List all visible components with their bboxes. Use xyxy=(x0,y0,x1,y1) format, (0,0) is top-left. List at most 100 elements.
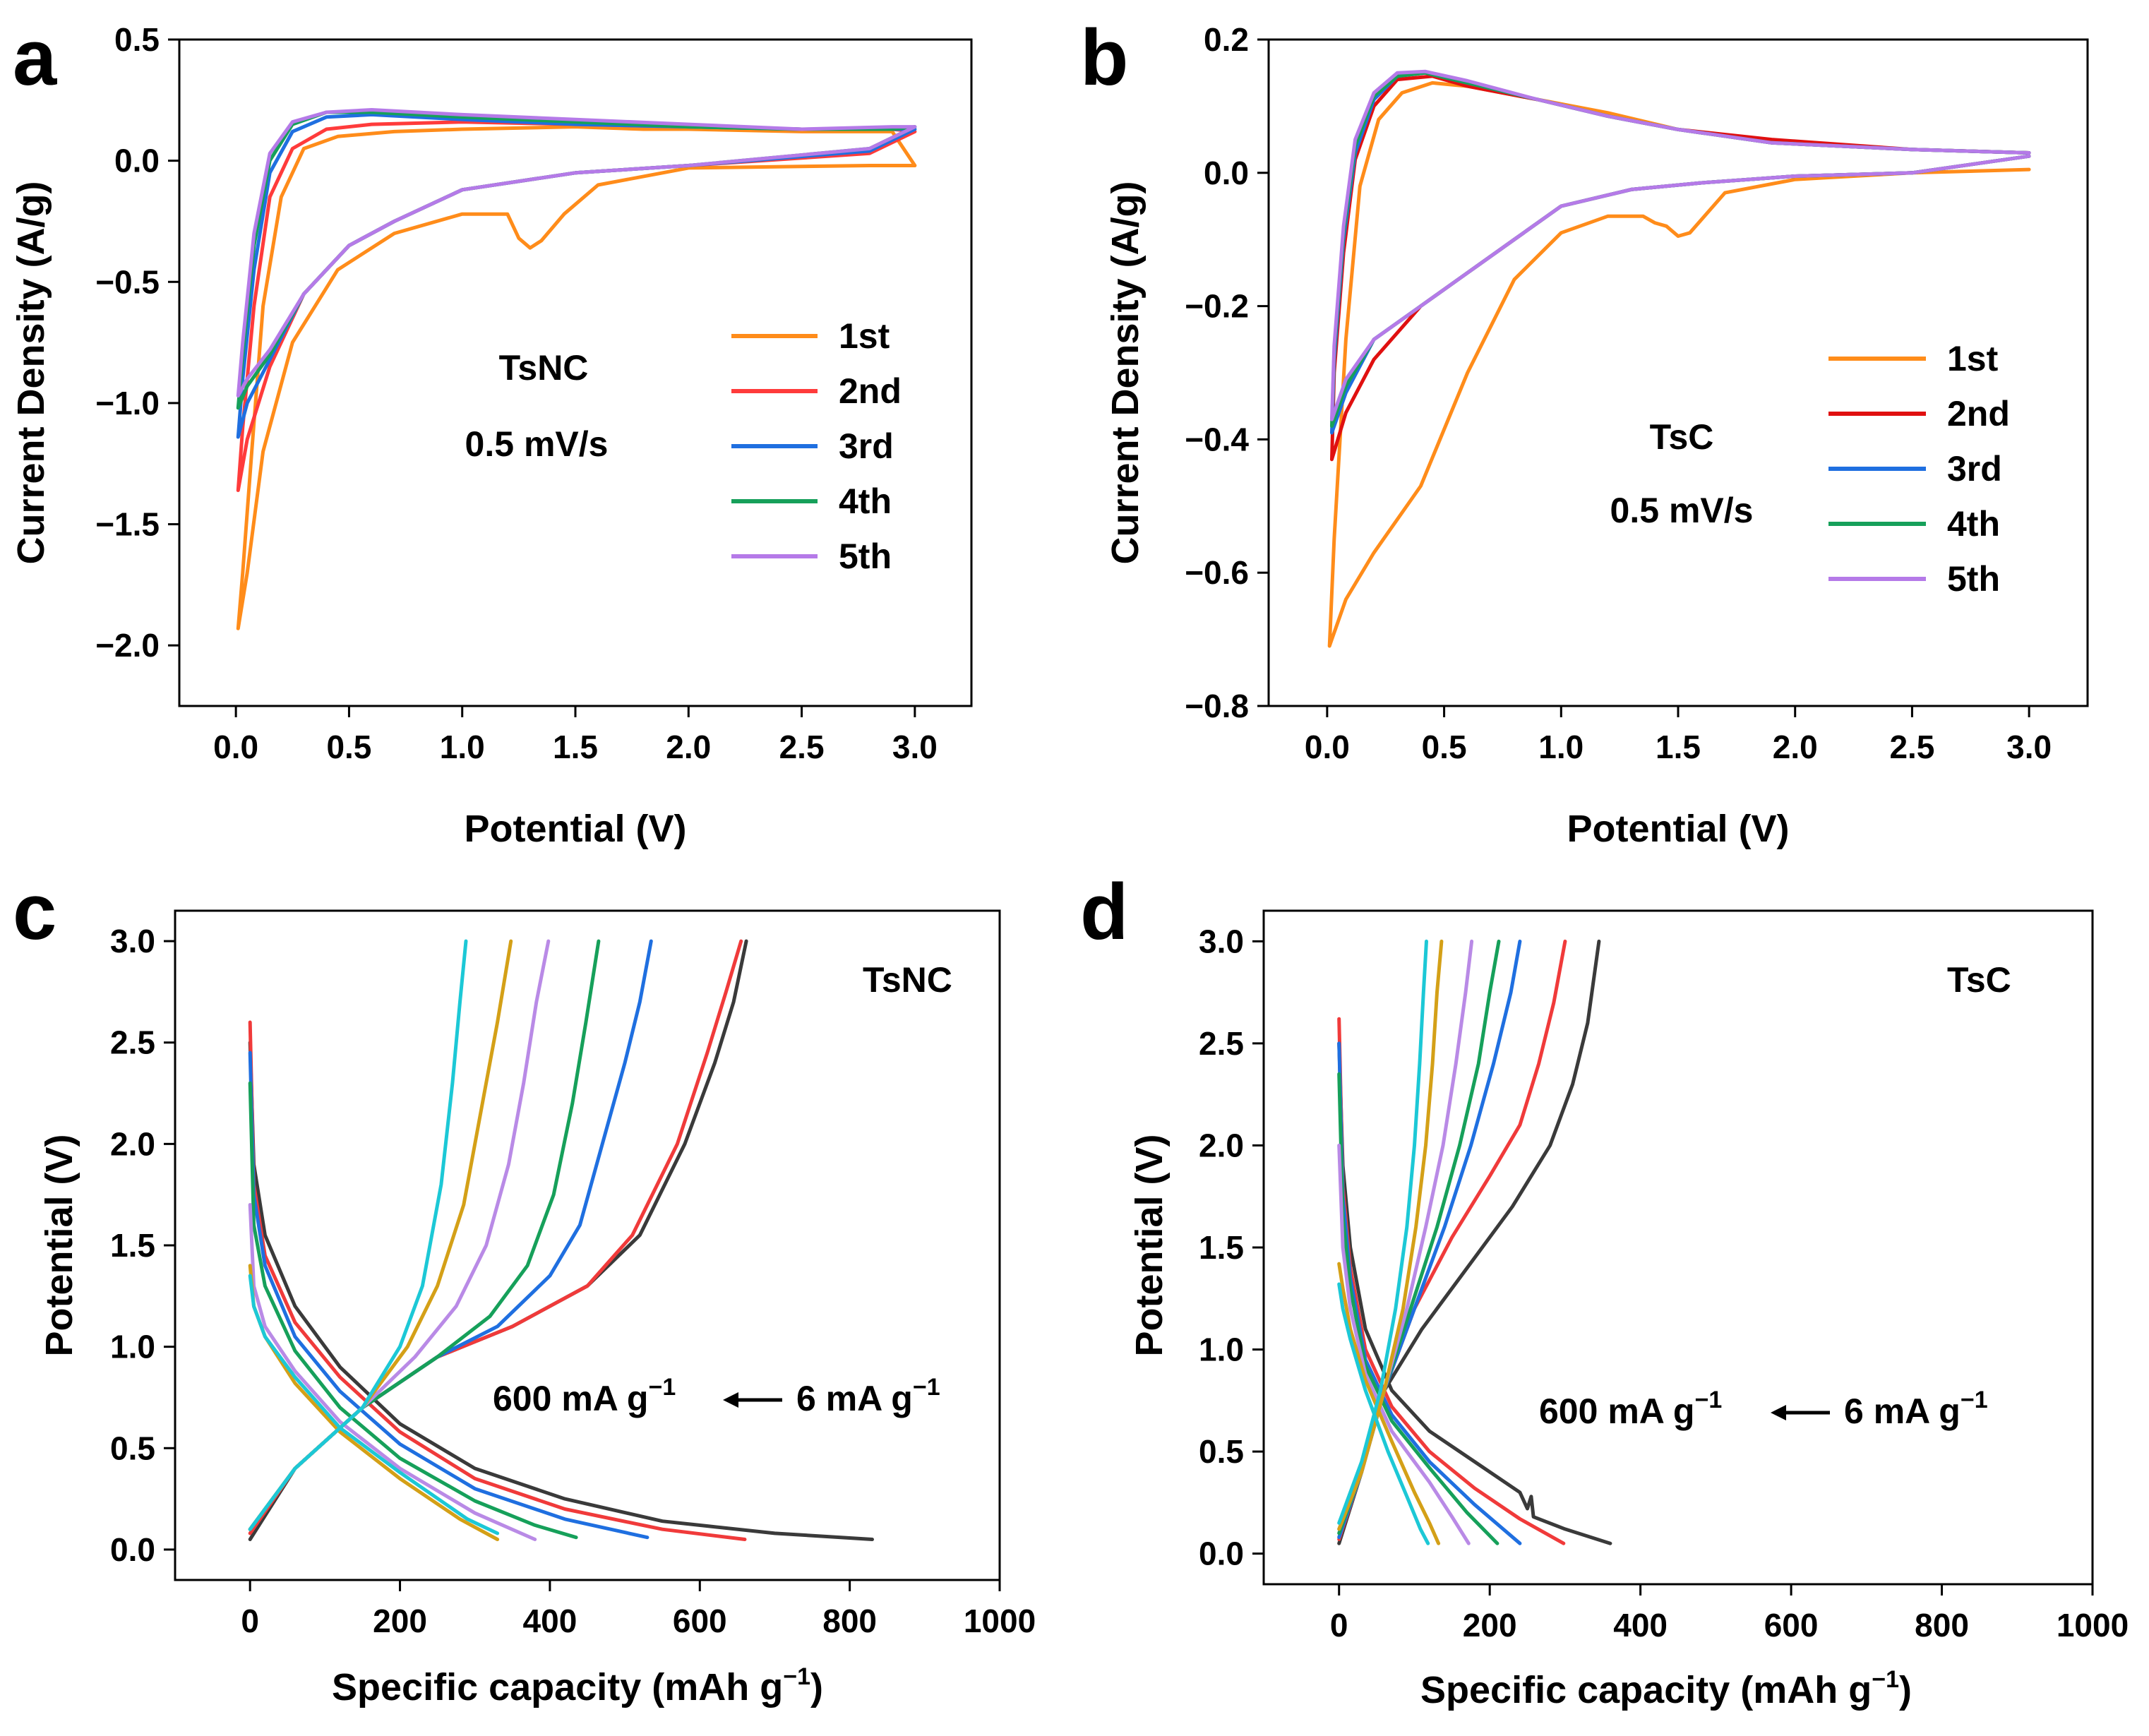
y-tick-label: 2.5 xyxy=(1199,1025,1244,1062)
legend-label: 2nd xyxy=(839,371,902,411)
x-axis-ticks: 0.0 0.5 1.0 1.5 2.0 2.5 3.0 xyxy=(1305,706,2052,765)
y-tick-label: −0.2 xyxy=(1185,288,1249,325)
y-tick-label: 0.2 xyxy=(1204,21,1249,58)
cv-curve-1st xyxy=(1327,80,2031,648)
y-axis-ticks: 0.0 0.5 1.0 1.5 2.0 2.5 3.0 xyxy=(1199,923,1264,1572)
y-tick-label: 1.0 xyxy=(1199,1331,1244,1368)
sample-label: TsNC xyxy=(863,960,952,1000)
sample-label: TsNC xyxy=(499,348,589,388)
x-tick-label: 2.5 xyxy=(1889,729,1934,765)
y-tick-label: −1.5 xyxy=(95,506,160,543)
legend: 1st 2nd 3rd 4th 5th xyxy=(731,316,902,576)
y-tick-label: 1.5 xyxy=(1199,1229,1244,1266)
legend-label: 3rd xyxy=(839,426,894,466)
charge-curve-30-ma-g-1 xyxy=(248,939,653,1531)
arrow-left-icon xyxy=(1771,1405,1786,1420)
cv-curve-4th xyxy=(1330,71,2031,428)
discharge-curve-6-ma-g-1 xyxy=(1337,1041,1612,1545)
y-tick-label: 0.0 xyxy=(114,143,160,179)
x-tick-label: 1.0 xyxy=(1538,729,1584,765)
arrow-left-icon xyxy=(723,1392,738,1408)
rate-annotation: 600 mA g−1 6 mA g−1 xyxy=(1539,1387,1988,1431)
sample-label: TsC xyxy=(1947,960,2011,1000)
y-tick-label: −0.6 xyxy=(1185,554,1249,591)
series-layer xyxy=(236,108,917,630)
panel-b: b 0.0 0.5 1.0 1.5 2.0 2.5 3.0 −0.8 −0.6 −0.4 −0.2… xyxy=(1080,13,2089,850)
y-tick-label: 1.0 xyxy=(110,1329,155,1365)
charge-curve-6-ma-g-1 xyxy=(248,939,748,1541)
charge-curve-600-ma-g-1 xyxy=(1337,939,1428,1525)
rate-annotation: 600 mA g−1 6 mA g−1 xyxy=(493,1374,940,1418)
rate-high-label: 600 mA g−1 xyxy=(1539,1387,1722,1431)
x-axis-title: Specific capacity (mAh g−1) xyxy=(1420,1666,1912,1711)
legend-label: 1st xyxy=(1947,339,1999,378)
rate-high-label: 600 mA g−1 xyxy=(493,1374,676,1418)
legend-label: 3rd xyxy=(1947,449,2002,489)
charge-curve-60-ma-g-1 xyxy=(1337,939,1501,1536)
x-tick-label: 200 xyxy=(1463,1607,1517,1644)
x-tick-label: 1.0 xyxy=(440,729,485,765)
discharge-curve-6-ma-g-1 xyxy=(248,1041,874,1541)
charge-curve-60-ma-g-1 xyxy=(248,939,601,1531)
cv-curve-5th xyxy=(1330,69,2031,421)
cv-curve-2nd xyxy=(1330,74,2031,462)
discharge-curve-60-ma-g-1 xyxy=(248,1081,578,1540)
discharge-curve-120-ma-g-1 xyxy=(248,1203,537,1541)
y-tick-label: −1.0 xyxy=(95,385,160,421)
x-tick-label: 1000 xyxy=(2057,1607,2129,1644)
y-tick-label: −0.4 xyxy=(1185,421,1249,457)
x-tick-label: 200 xyxy=(373,1603,427,1639)
y-axis-ticks: 0.0 0.5 1.0 1.5 2.0 2.5 3.0 xyxy=(110,923,175,1568)
legend-label: 4th xyxy=(1947,504,2000,544)
legend-label: 5th xyxy=(1947,559,2000,599)
series-layer xyxy=(1337,939,1612,1545)
x-tick-label: 2.0 xyxy=(1773,729,1818,765)
sample-label: TsC xyxy=(1650,417,1714,457)
rate-low-label: 6 mA g−1 xyxy=(1844,1387,1988,1431)
y-axis-ticks: −2.0 −1.5 −1.0 −0.5 0.0 0.5 xyxy=(95,21,179,664)
scan-rate-label: 0.5 mV/s xyxy=(465,424,609,464)
legend-label: 2nd xyxy=(1947,394,2010,433)
y-tick-label: 0.0 xyxy=(1199,1536,1244,1572)
y-tick-label: 3.0 xyxy=(1199,923,1244,959)
x-tick-label: 0.0 xyxy=(213,729,258,765)
legend-label: 5th xyxy=(839,537,892,576)
cv-curve-1st xyxy=(236,125,917,630)
x-tick-label: 1.5 xyxy=(553,729,598,765)
panel-letter-a: a xyxy=(13,13,57,102)
y-tick-label: −2.0 xyxy=(95,627,160,664)
x-tick-label: 400 xyxy=(1613,1607,1668,1644)
cv-curve-3rd xyxy=(1330,71,2031,435)
y-tick-label: 0.0 xyxy=(110,1531,155,1568)
x-tick-label: 3.0 xyxy=(2006,729,2052,765)
y-tick-label: 2.0 xyxy=(110,1125,155,1162)
panel-c: c 0 200 400 600 800 1000 0.0 0.5 1.0 1.5 2.0 2.5 3.… xyxy=(13,868,1036,1708)
x-tick-label: 600 xyxy=(1764,1607,1819,1644)
x-tick-label: 2.5 xyxy=(779,729,825,765)
y-axis-title: Current Density (A/g) xyxy=(10,181,52,564)
x-tick-label: 0 xyxy=(241,1603,259,1639)
y-tick-label: 3.0 xyxy=(110,923,155,959)
y-tick-label: 2.5 xyxy=(110,1024,155,1061)
x-tick-label: 1.5 xyxy=(1656,729,1701,765)
x-tick-label: 0 xyxy=(1330,1607,1348,1644)
y-axis-title: Current Density (A/g) xyxy=(1104,181,1147,564)
y-tick-label: 0.5 xyxy=(1199,1433,1244,1470)
legend: 1st 2nd 3rd 4th 5th xyxy=(1828,339,2010,599)
y-tick-label: 1.5 xyxy=(110,1227,155,1264)
y-tick-label: −0.5 xyxy=(95,263,160,300)
charge-curve-600-ma-g-1 xyxy=(248,939,468,1531)
panel-letter-c: c xyxy=(13,868,56,956)
discharge-curve-600-ma-g-1 xyxy=(248,1274,500,1536)
y-tick-label: 0.5 xyxy=(110,1430,155,1466)
plot-frame xyxy=(1262,909,2094,1586)
x-tick-label: 0.5 xyxy=(1422,729,1467,765)
x-tick-label: 800 xyxy=(822,1603,877,1639)
x-tick-label: 3.0 xyxy=(892,729,938,765)
x-tick-label: 400 xyxy=(523,1603,577,1639)
panel-letter-d: d xyxy=(1080,868,1128,956)
x-axis-ticks: 0 200 400 600 800 1000 xyxy=(1330,1584,2129,1644)
series-layer xyxy=(248,939,874,1541)
legend-label: 4th xyxy=(839,481,892,521)
